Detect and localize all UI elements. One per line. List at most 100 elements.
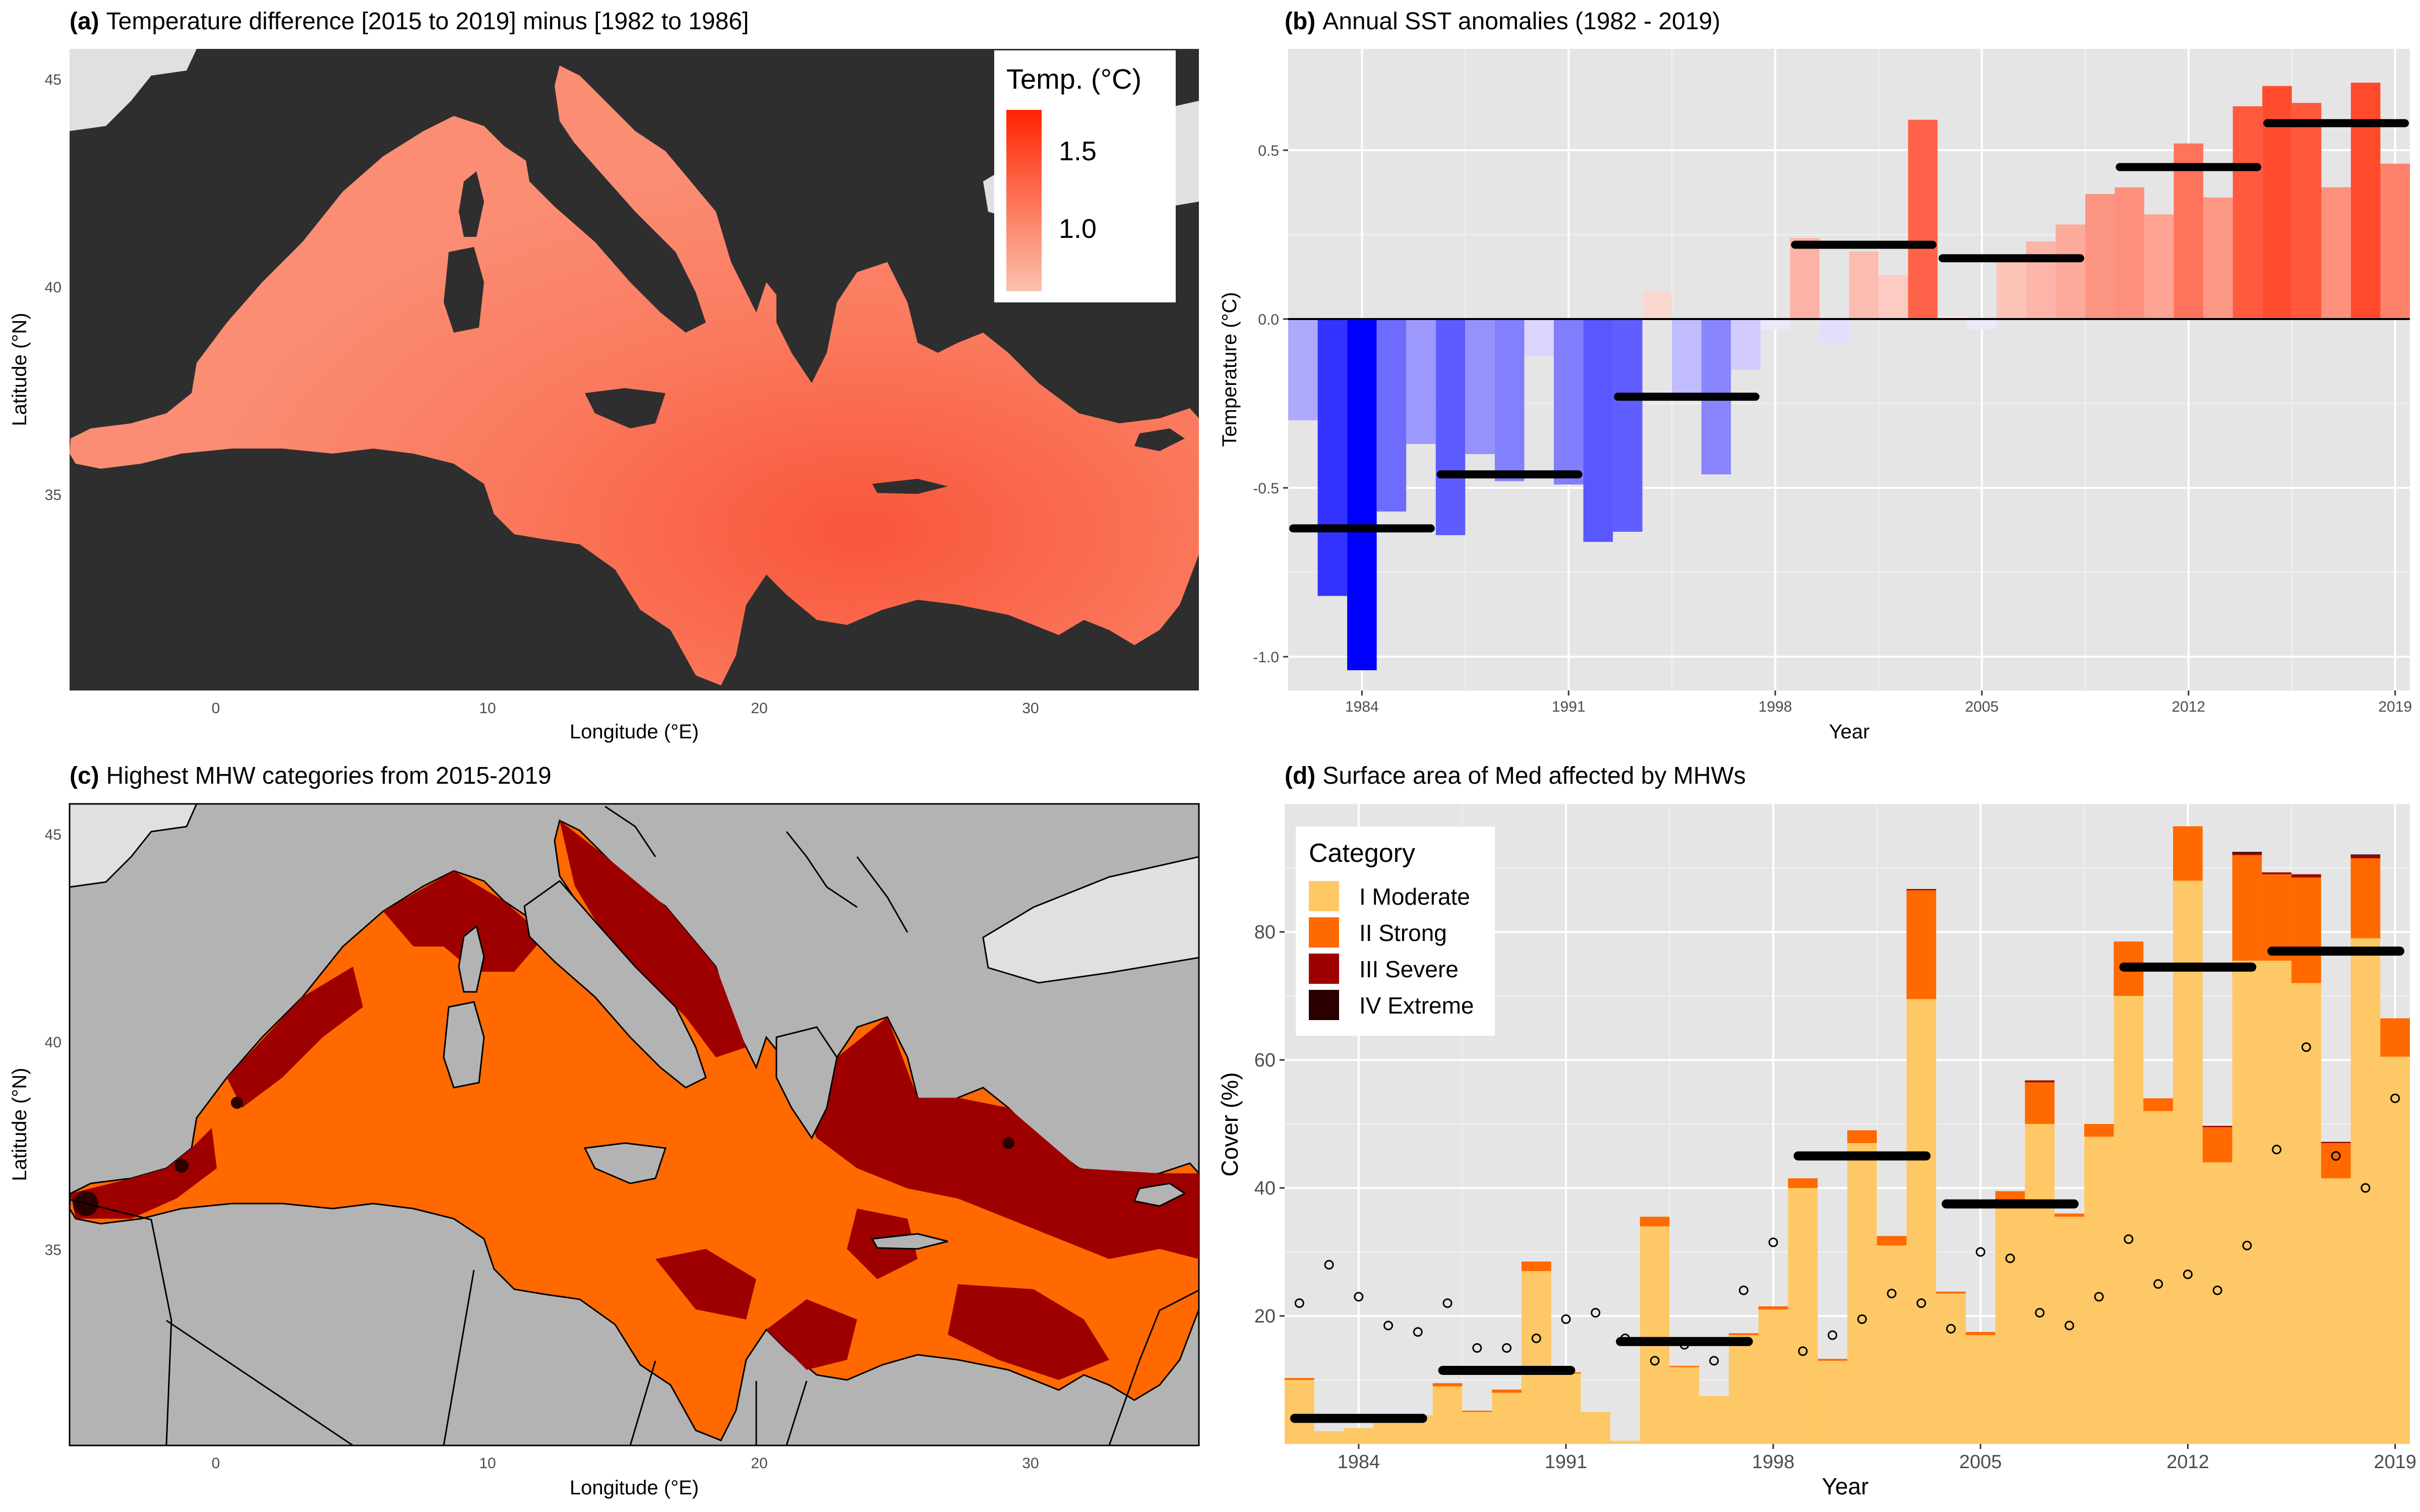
- panel-d-point: [2183, 1269, 2193, 1279]
- panel-a-title-text: Temperature difference [2015 to 2019] mi…: [106, 8, 749, 35]
- panel-d-bar-segment: [2350, 855, 2381, 858]
- italy-peninsula: [524, 126, 706, 333]
- panel-d-bar-segment: [2232, 855, 2262, 961]
- panel-a-xtick: 10: [479, 700, 496, 717]
- panel-b-bar: [1938, 316, 1967, 319]
- panel-d-xlabel: Year: [1822, 1473, 1869, 1499]
- legend-swatch-severe: [1309, 954, 1339, 984]
- panel-b-ytick: -1.0: [1253, 649, 1279, 666]
- panel-b-bar: [1642, 292, 1672, 319]
- panel-d-bar-segment: [1551, 1373, 1581, 1444]
- panel-b-bar: [1347, 319, 1377, 670]
- panel-d-point: [2390, 1093, 2400, 1103]
- panel-b-bar: [1435, 319, 1466, 535]
- panel-d-bars: [1285, 826, 2410, 1444]
- panel-b-bar: [2144, 214, 2174, 319]
- panel-b-bar: [1967, 319, 1997, 330]
- panel-d-point: [2005, 1253, 2015, 1264]
- panel-a: (a) Temperature difference [2015 to 2019]…: [9, 8, 1199, 743]
- greece-peninsula: [776, 272, 837, 383]
- panel-d-bar-segment: [1432, 1383, 1463, 1387]
- panel-d-xtick: 1998: [1752, 1452, 1795, 1473]
- panel-d-xtick: 2012: [2166, 1452, 2209, 1473]
- panel-b-bar: [2291, 103, 2322, 319]
- panel-d-xtick: 2005: [1959, 1452, 2002, 1473]
- panel-d-point: [1946, 1324, 1956, 1334]
- panel-d-bar-segment: [2350, 938, 2381, 1444]
- panel-b-bar: [1376, 319, 1407, 512]
- panel-d-bar-segment: [1492, 1390, 1522, 1393]
- panel-b-bar: [2085, 194, 2115, 319]
- panel-d-point: [2124, 1234, 2134, 1244]
- panel-d-bar-segment: [1285, 1380, 1314, 1444]
- panel-a-ytick: 35: [45, 487, 62, 503]
- panel-b-bar: [2321, 187, 2351, 319]
- panel-a-tag: (a): [70, 8, 99, 35]
- panel-b-bar: [1406, 319, 1436, 444]
- panel-d-bar-segment: [2143, 1111, 2173, 1444]
- panel-b-title: (b) Annual SST anomalies (1982 - 2019): [1285, 8, 1720, 35]
- panel-a-colorbar: [1006, 110, 1042, 291]
- panel-d-bar-segment: [1788, 1188, 1818, 1444]
- panel-d-bar-segment: [2054, 1217, 2084, 1444]
- panel-b-ylabel: Temperature (°C): [1219, 292, 1241, 447]
- panel-d-bar-segment: [2084, 1137, 2114, 1444]
- panel-a-legend-tick: 1.5: [1059, 136, 1097, 166]
- panel-b-bar: [1494, 319, 1525, 481]
- panel-d-bar-segment: [1965, 1332, 1995, 1336]
- panel-d-bar-segment: [1906, 889, 1937, 891]
- panel-d-bar-segment: [2350, 854, 2381, 855]
- panel-d-point: [2035, 1308, 2045, 1318]
- panel-d-bar-segment: [2380, 1056, 2410, 1444]
- legend-swatch-extreme: [1309, 990, 1339, 1020]
- panel-d-bar-segment: [1373, 1421, 1403, 1444]
- panel-d-bar-segment: [1936, 1293, 1966, 1444]
- severe-patches: [71, 821, 1199, 1380]
- panel-d-point: [1294, 1298, 1304, 1308]
- panel-d-ytick: 20: [1254, 1306, 1276, 1327]
- panel-d-bar-segment: [2202, 1127, 2232, 1163]
- panel-c: (c) Highest MHW categories from 2015-2019: [9, 763, 1200, 1499]
- sardinia-island: [444, 247, 484, 333]
- legend-swatch-strong: [1309, 917, 1339, 948]
- panel-d-point: [1650, 1356, 1660, 1366]
- panel-b-bar: [1465, 319, 1495, 454]
- panel-d-bar-segment: [2291, 983, 2321, 1444]
- panel-d-bar-segment: [2143, 1098, 2173, 1111]
- panel-d-point: [2242, 1240, 2252, 1250]
- panel-d-xtick: 1984: [1338, 1452, 1380, 1473]
- panel-c-xtick: 10: [479, 1455, 496, 1472]
- corsica-island: [459, 171, 484, 237]
- panel-a-ylabel: Latitude (°N): [9, 313, 31, 426]
- panel-d-point: [1828, 1330, 1838, 1340]
- panel-d-point: [2272, 1145, 2282, 1155]
- panel-c-xtick: 30: [1022, 1455, 1039, 1472]
- panel-d-bar-segment: [1847, 1143, 1877, 1444]
- panel-d-bar-segment: [1640, 1217, 1670, 1227]
- panel-b-bar: [1613, 319, 1643, 532]
- panel-b-bar: [1731, 319, 1761, 370]
- panel-c-ytick: 45: [45, 827, 62, 843]
- panel-b-xaxis: 1984 1991 1998 2005 2012 2019: [1345, 690, 2412, 715]
- panel-d-ylabel: Cover (%): [1217, 1072, 1243, 1176]
- panel-d-ytick: 80: [1254, 922, 1276, 943]
- panel-d-bar-segment: [2232, 852, 2262, 853]
- panel-d-point: [1442, 1298, 1453, 1308]
- panel-d-bar-segment: [1581, 1412, 1611, 1444]
- panel-a-xtick: 30: [1022, 700, 1039, 717]
- panel-d-bar-segment: [1758, 1309, 1788, 1444]
- panel-d-point: [2301, 1042, 2311, 1052]
- panel-d-bar-segment: [2025, 1080, 2055, 1083]
- panel-a-xtick: 20: [751, 700, 767, 717]
- panel-a-legend-tick: 1.0: [1059, 214, 1097, 244]
- panel-c-title: (c) Highest MHW categories from 2015-2019: [70, 763, 552, 789]
- panel-b-bar: [1672, 319, 1702, 394]
- panel-b-bar: [1760, 319, 1790, 330]
- panel-d-bar-segment: [1965, 1335, 1995, 1444]
- panel-c-map: [70, 804, 1199, 1445]
- panel-a-ytick: 45: [45, 72, 62, 88]
- panel-b-xtick: 2019: [2378, 699, 2412, 715]
- panel-d-bar-segment: [1818, 1360, 1847, 1444]
- panel-b-bar: [1996, 262, 2026, 319]
- panel-c-islands: [443, 879, 1186, 1250]
